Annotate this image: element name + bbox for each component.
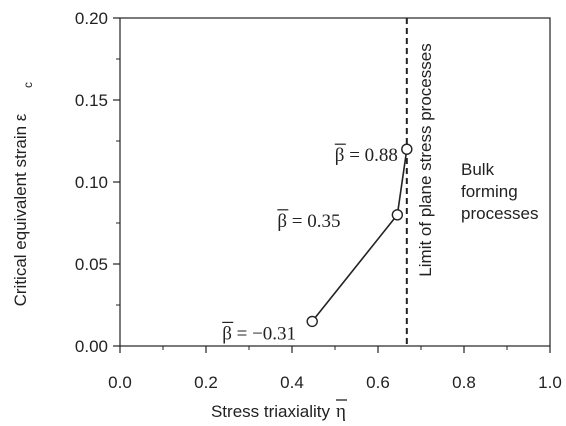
region-label-line-1: Bulk (461, 160, 495, 179)
series-line (311, 149, 408, 322)
region-label-line-3: processes (461, 204, 538, 223)
annotations: β = −0.31 β = 0.35 β = 0.88 (222, 143, 398, 344)
point-label: β = 0.35 (277, 211, 340, 232)
x-tick-label: 0.0 (108, 373, 132, 392)
y-tick-label: 0.00 (75, 337, 108, 356)
tick-marks (113, 17, 551, 353)
data-point (391, 209, 404, 221)
x-axis-symbol: η (336, 401, 346, 422)
y-tick-label: 0.10 (75, 173, 108, 192)
y-tick-label: 0.20 (75, 9, 108, 28)
data-point (401, 143, 413, 155)
x-tick-label: 1.0 (538, 373, 562, 392)
x-tick-label: 0.6 (366, 373, 390, 392)
x-axis-label: Stress triaxiality (211, 402, 331, 421)
region-label-line-2: forming (461, 182, 518, 201)
point-label: β = −0.31 (222, 323, 296, 344)
limit-line-label: Limit of plane stress processes (416, 43, 435, 276)
point-label: β = 0.88 (335, 145, 398, 166)
data-point (306, 315, 318, 328)
y-axis-subscript: c (21, 82, 35, 88)
tick-labels: 0.0 0.2 0.4 0.6 0.8 1.0 0.00 0.05 0.10 0.15 0.20 (75, 9, 562, 392)
x-tick-label: 0.2 (194, 373, 218, 392)
x-tick-label: 0.8 (452, 373, 476, 392)
y-tick-label: 0.15 (75, 91, 108, 110)
y-tick-label: 0.05 (75, 255, 108, 274)
x-tick-label: 0.4 (280, 373, 304, 392)
data-layer (306, 18, 413, 346)
y-axis-label: Critical equivalent strain ε (11, 113, 30, 306)
